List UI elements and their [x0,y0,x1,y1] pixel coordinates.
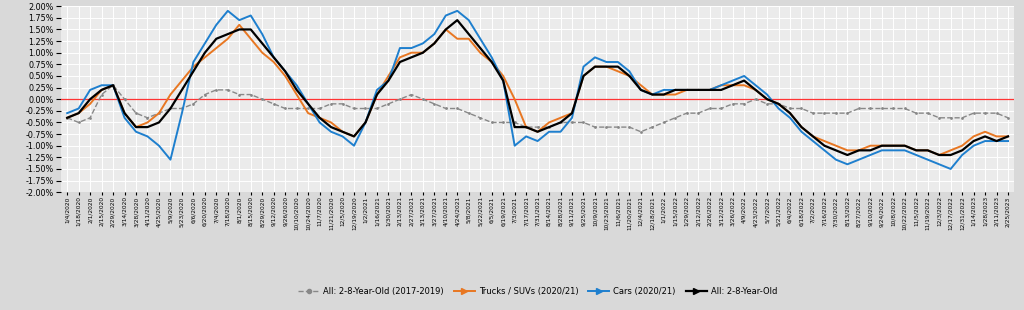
All: 2-8-Year-Old: (34, 0.017): 2-8-Year-Old: (34, 0.017) [452,18,464,22]
Line: All: 2-8-Year-Old: All: 2-8-Year-Old [68,20,1008,155]
Line: Trucks / SUVs (2020/21): Trucks / SUVs (2020/21) [68,25,1008,155]
Trucks / SUVs (2020/21) [933,153,945,157]
All: 2-8-Year-Old (2017-2019): (61, -0.001): 2-8-Year-Old (2017-2019): (61, -0.001) [761,102,773,106]
All: 2-8-Year-Old: (68, -0.012): 2-8-Year-Old: (68, -0.012) [842,153,854,157]
All: 2-8-Year-Old: (65, -0.008): 2-8-Year-Old: (65, -0.008) [807,135,819,138]
Trucks / SUVs (2020/21) [635,83,647,87]
Trucks / SUVs (2020/21) [1001,135,1014,138]
Trucks / SUVs (2020/21) [119,111,131,115]
Line: All: 2-8-Year-Old (2017-2019): All: 2-8-Year-Old (2017-2019) [66,84,1010,133]
All: 2-8-Year-Old (2017-2019): (66, -0.003): 2-8-Year-Old (2017-2019): (66, -0.003) [818,111,830,115]
Cars (2020/21) [635,88,647,92]
Cars (2020/21) [267,55,280,59]
Trucks / SUVs (2020/21) [233,23,246,27]
All: 2-8-Year-Old: (82, -0.008): 2-8-Year-Old: (82, -0.008) [1001,135,1014,138]
All: 2-8-Year-Old: (60, 0.002): 2-8-Year-Old: (60, 0.002) [750,88,762,92]
Trucks / SUVs (2020/21) [199,55,211,59]
Cars (2020/21) [807,139,819,143]
All: 2-8-Year-Old (2017-2019): (51, -0.006): 2-8-Year-Old (2017-2019): (51, -0.006) [646,125,658,129]
Cars (2020/21) [221,9,233,13]
All: 2-8-Year-Old (2017-2019): (18, -0.001): 2-8-Year-Old (2017-2019): (18, -0.001) [267,102,280,106]
All: 2-8-Year-Old: (17, 0.012): 2-8-Year-Old: (17, 0.012) [256,42,268,45]
Cars (2020/21) [199,42,211,45]
Trucks / SUVs (2020/21) [807,135,819,138]
Line: Cars (2020/21): Cars (2020/21) [68,11,1008,169]
All: 2-8-Year-Old (2017-2019): (0, -0.004): 2-8-Year-Old (2017-2019): (0, -0.004) [61,116,74,120]
All: 2-8-Year-Old (2017-2019): (13, 0.002): 2-8-Year-Old (2017-2019): (13, 0.002) [210,88,222,92]
All: 2-8-Year-Old (2017-2019): (50, -0.007): 2-8-Year-Old (2017-2019): (50, -0.007) [635,130,647,134]
All: 2-8-Year-Old (2017-2019): (6, -0.003): 2-8-Year-Old (2017-2019): (6, -0.003) [130,111,142,115]
All: 2-8-Year-Old: (50, 0.002): 2-8-Year-Old: (50, 0.002) [635,88,647,92]
Trucks / SUVs (2020/21) [61,116,74,120]
All: 2-8-Year-Old (2017-2019): (4, 0.003): 2-8-Year-Old (2017-2019): (4, 0.003) [106,83,119,87]
Trucks / SUVs (2020/21) [267,60,280,64]
Cars (2020/21) [944,167,956,171]
Trucks / SUVs (2020/21) [750,88,762,92]
Legend: All: 2-8-Year-Old (2017-2019), Trucks / SUVs (2020/21), Cars (2020/21), All: 2-8: All: 2-8-Year-Old (2017-2019), Trucks / … [295,284,780,300]
Cars (2020/21) [119,116,131,120]
Cars (2020/21) [1001,139,1014,143]
All: 2-8-Year-Old: (12, 0.01): 2-8-Year-Old: (12, 0.01) [199,51,211,55]
All: 2-8-Year-Old (2017-2019): (82, -0.004): 2-8-Year-Old (2017-2019): (82, -0.004) [1001,116,1014,120]
All: 2-8-Year-Old: (0, -0.004): 2-8-Year-Old: (0, -0.004) [61,116,74,120]
All: 2-8-Year-Old: (5, -0.003): 2-8-Year-Old: (5, -0.003) [119,111,131,115]
Cars (2020/21) [61,111,74,115]
Cars (2020/21) [750,83,762,87]
